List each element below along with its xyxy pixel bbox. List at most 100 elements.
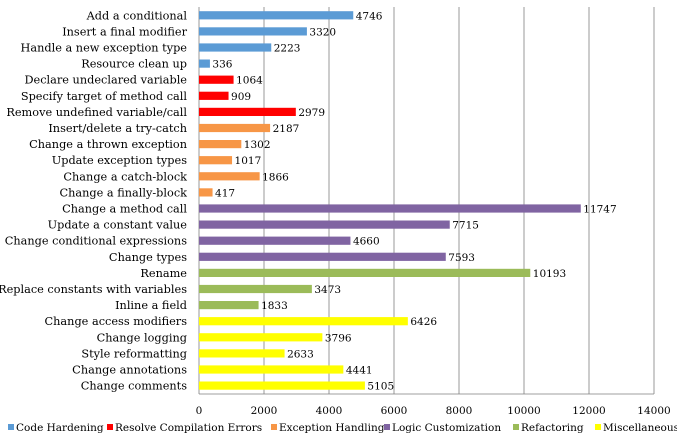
value-label: 4660 xyxy=(353,236,380,248)
x-tick-label: 0 xyxy=(196,405,203,417)
bar xyxy=(199,59,210,68)
legend-label: Resolve Compilation Errors xyxy=(115,422,262,434)
bar xyxy=(199,317,408,326)
bar xyxy=(199,268,531,277)
bar xyxy=(199,301,259,310)
value-label: 7715 xyxy=(452,220,479,232)
legend-swatch xyxy=(513,424,519,430)
legend-swatch xyxy=(8,424,14,430)
category-label: Rename xyxy=(140,267,187,280)
x-tick-label: 12000 xyxy=(572,405,605,417)
category-label: Insert a final modifier xyxy=(62,25,187,38)
category-label: Declare undeclared variable xyxy=(24,74,187,87)
category-label: Style reformatting xyxy=(81,347,187,360)
bar xyxy=(199,188,213,197)
category-label: Handle a new exception type xyxy=(21,42,188,55)
bar xyxy=(199,172,260,181)
value-label: 2979 xyxy=(298,107,325,119)
x-tick-label: 14000 xyxy=(637,405,670,417)
bar xyxy=(199,123,271,133)
category-label: Remove undefined variable/call xyxy=(6,106,187,119)
x-tick-label: 10000 xyxy=(507,405,540,417)
value-label: 1017 xyxy=(235,155,262,167)
category-label: Add a conditional xyxy=(86,9,188,22)
legend-label: Logic Customization xyxy=(392,422,501,434)
legend: Code Hardening Resolve Compilation Errors… xyxy=(8,422,677,434)
bar xyxy=(199,204,581,213)
legend-swatch xyxy=(595,424,601,430)
bar xyxy=(199,284,312,294)
value-label: 1064 xyxy=(236,75,263,87)
value-label: 909 xyxy=(231,91,251,103)
value-label: 1302 xyxy=(244,139,271,151)
category-label: Change annotations xyxy=(72,364,187,377)
legend-swatch xyxy=(384,424,390,430)
x-axis-ticks: 0 2000 4000 6000 8000 10000 12000 14000 xyxy=(196,405,671,417)
bar xyxy=(199,156,233,165)
bar xyxy=(199,27,307,36)
value-label: 11747 xyxy=(583,204,616,216)
legend-label: Refactoring xyxy=(521,422,584,434)
category-label: Change access modifiers xyxy=(45,315,188,328)
bars xyxy=(199,11,581,390)
category-label: Change comments xyxy=(81,380,187,393)
legend-label: Miscellaneous xyxy=(603,422,677,434)
category-label: Change a finally-block xyxy=(59,186,187,199)
category-label: Change conditional expressions xyxy=(5,235,188,248)
bar xyxy=(199,43,272,52)
category-label: Change types xyxy=(109,251,187,264)
bar xyxy=(199,333,323,342)
bar xyxy=(199,365,344,374)
bar xyxy=(199,349,285,358)
bar xyxy=(199,252,446,261)
value-label: 2633 xyxy=(287,348,314,360)
bar xyxy=(199,91,229,100)
x-tick-label: 2000 xyxy=(251,405,278,417)
value-label: 336 xyxy=(212,59,232,71)
category-label: Resource clean up xyxy=(81,58,187,71)
bar xyxy=(199,107,296,116)
value-label: 3473 xyxy=(314,284,341,296)
value-label: 7593 xyxy=(448,252,475,264)
legend-label: Code Hardening xyxy=(16,422,104,434)
value-label: 1833 xyxy=(261,300,288,312)
value-labels: 4746332022233361064909297921871302101718… xyxy=(212,10,616,392)
bar xyxy=(199,140,242,149)
legend-swatch xyxy=(271,424,277,430)
value-label: 6426 xyxy=(410,316,437,328)
value-label: 1866 xyxy=(262,171,289,183)
category-label: Insert/delete a try-catch xyxy=(48,122,187,135)
x-tick-label: 4000 xyxy=(316,405,343,417)
bar xyxy=(199,75,234,84)
value-label: 4441 xyxy=(346,365,373,377)
value-label: 4746 xyxy=(356,10,383,22)
category-label: Replace constants with variables xyxy=(0,283,187,296)
category-label: Specify target of method call xyxy=(21,90,188,103)
value-label: 2187 xyxy=(273,123,300,135)
x-tick-label: 8000 xyxy=(446,405,473,417)
value-label: 3796 xyxy=(325,332,352,344)
x-tick-label: 6000 xyxy=(381,405,408,417)
category-label: Update a constant value xyxy=(48,219,188,232)
legend-label: Exception Handling xyxy=(279,422,385,434)
category-label: Change a method call xyxy=(62,203,187,216)
category-label: Change a thrown exception xyxy=(29,138,187,151)
bar xyxy=(199,220,450,229)
category-label: Change a catch-block xyxy=(63,170,187,183)
category-labels: Add a conditional Insert a final modifier… xyxy=(0,9,188,392)
value-label: 2223 xyxy=(274,43,301,55)
value-label: 417 xyxy=(215,187,235,199)
legend-swatch xyxy=(107,424,113,430)
bar xyxy=(199,381,365,390)
value-label: 5105 xyxy=(367,381,394,393)
category-label: Inline a field xyxy=(115,299,187,312)
bar xyxy=(199,236,351,245)
grid-lines xyxy=(198,7,655,395)
category-label: Change logging xyxy=(97,331,187,344)
value-label: 10193 xyxy=(533,268,566,280)
bar xyxy=(199,11,354,20)
category-label: Update exception types xyxy=(52,154,187,167)
value-label: 3320 xyxy=(309,26,336,38)
